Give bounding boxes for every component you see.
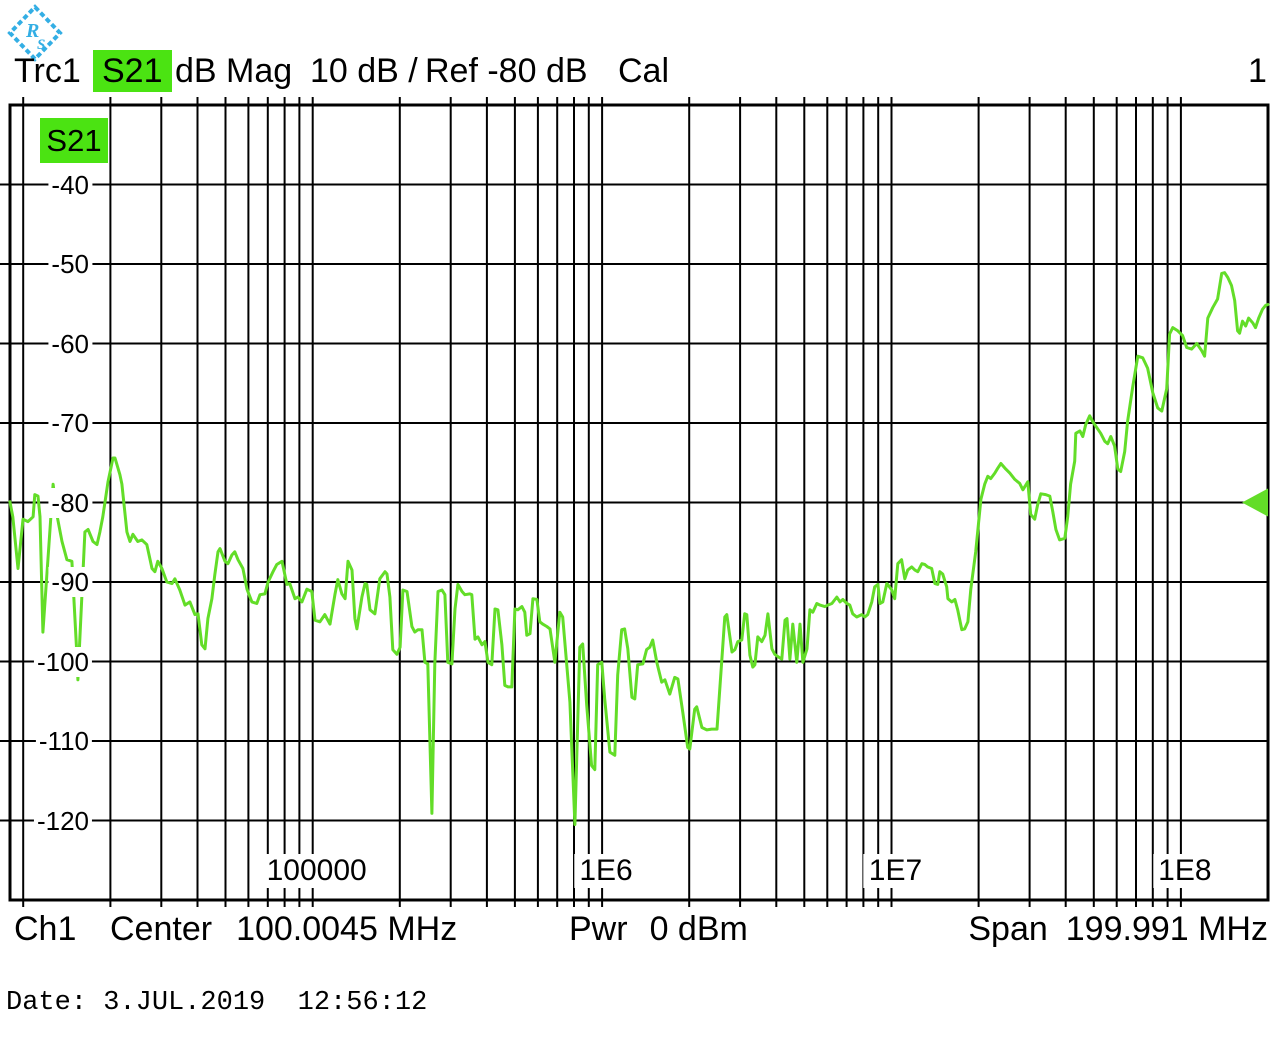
y-axis-label: -50 [48, 249, 92, 279]
x-axis-label: 100000 [261, 854, 372, 888]
power-field[interactable]: Pwr 0 dBm [569, 908, 748, 950]
span-value: 199.991 MHz [1065, 910, 1268, 948]
y-axis-label: -110 [35, 726, 92, 756]
scale-per-division[interactable]: 10 dB / [310, 52, 418, 90]
trace-format[interactable]: dB Mag [175, 52, 293, 90]
cal-status-label: Cal [618, 52, 670, 90]
x-axis-label: 1E8 [1153, 854, 1217, 888]
pwr-label: Pwr [569, 910, 628, 948]
pwr-value: 0 dBm [649, 910, 748, 948]
svg-text:R: R [25, 20, 39, 42]
y-axis-label: -90 [48, 567, 92, 597]
trace-name[interactable]: Trc1 [14, 52, 81, 90]
center-value: 100.0045 MHz [236, 910, 458, 948]
channel-status-bar: Ch1 Center 100.0045 MHz Pwr 0 dBm Span 199.… [0, 908, 1278, 950]
center-label: Center [110, 910, 213, 948]
grid-lines [0, 97, 1268, 907]
span-field[interactable]: Span 199.991 MHz [968, 908, 1268, 950]
measurement-parameter-badge[interactable]: S21 [93, 50, 172, 92]
rohde-schwarz-logo-icon: R S [7, 4, 63, 62]
date-time-stamp: Date: 3.JUL.2019 12:56:12 [6, 988, 428, 1018]
y-axis-label: -60 [48, 328, 92, 359]
y-axis-label: -70 [48, 408, 92, 438]
x-axis-label: 1E7 [863, 854, 928, 888]
x-axis-label: 1E6 [574, 854, 638, 888]
y-axis-label: -80 [48, 487, 92, 518]
y-axis-label: -120 [33, 805, 92, 836]
s21-trace [8, 271, 1270, 826]
ref-level-marker-icon[interactable] [1242, 488, 1268, 517]
center-frequency-field[interactable]: Center 100.0045 MHz [110, 908, 457, 950]
rohde-schwarz-logo: R S [7, 4, 63, 62]
trace-info-bar: Trc1 S21 dB Mag 10 dB / Ref -80 dB Cal 1 [0, 50, 1278, 92]
span-label: Span [968, 910, 1048, 948]
trace-type-badge: S21 [40, 118, 108, 163]
channel-name: Ch1 [14, 910, 77, 948]
y-axis-label: -100 [33, 646, 92, 677]
window-number: 1 [1248, 52, 1267, 90]
y-axis-label: -40 [48, 169, 92, 200]
reference-level[interactable]: Ref -80 dB [425, 52, 588, 90]
svg-text:S: S [37, 37, 45, 53]
